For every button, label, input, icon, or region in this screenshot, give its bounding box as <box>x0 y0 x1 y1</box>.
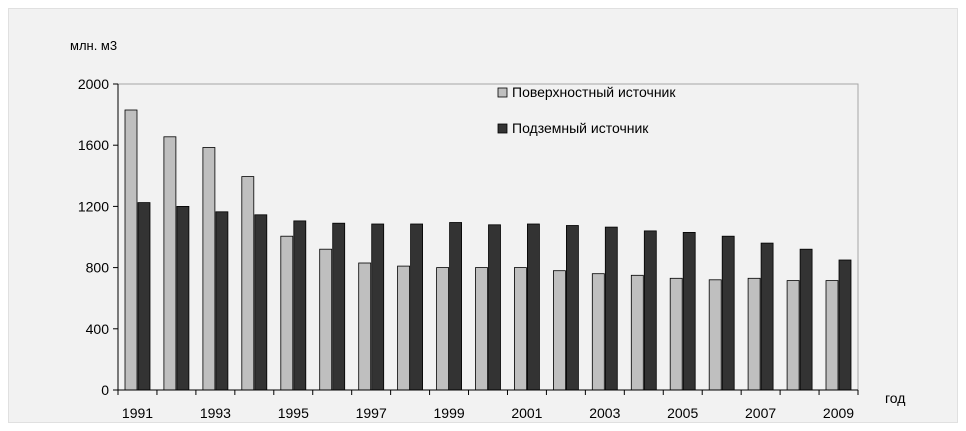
x-tick-label-2007: 2007 <box>745 405 776 421</box>
bar-underground-1993 <box>215 211 229 391</box>
bar-surface-1998 <box>397 265 411 391</box>
x-tick-label-1993: 1993 <box>200 405 231 421</box>
bar-surface-1993 <box>202 147 216 391</box>
bar-surface-1995 <box>280 235 294 391</box>
bar-surface-2007 <box>747 277 761 391</box>
bar-surface-1994 <box>241 176 255 391</box>
bar-underground-2009 <box>838 259 852 391</box>
bar-underground-2004 <box>643 230 657 391</box>
x-tick-label-1991: 1991 <box>122 405 153 421</box>
bar-underground-1998 <box>410 223 424 391</box>
bars-group <box>124 109 852 391</box>
bar-underground-2005 <box>682 231 696 391</box>
y-tick-label-400: 400 <box>86 321 110 337</box>
bar-surface-1996 <box>319 248 333 391</box>
bar-underground-1995 <box>293 220 307 391</box>
bar-underground-2008 <box>799 248 813 391</box>
x-tick-label-1995: 1995 <box>278 405 309 421</box>
y-tick-label-800: 800 <box>86 260 110 276</box>
axes-group: 0 400 800 1200 1600 2000 1991 1993 1995 1997 1999 2… <box>78 76 859 421</box>
bar-surface-1999 <box>436 267 450 391</box>
bar-underground-1992 <box>176 205 190 391</box>
x-axis-label: год <box>885 390 905 406</box>
bar-surface-1997 <box>358 262 372 391</box>
legend-swatch-surface <box>497 87 508 98</box>
y-tick-label-2000: 2000 <box>78 76 109 92</box>
bar-surface-2003 <box>591 273 605 391</box>
bar-underground-2003 <box>604 226 618 391</box>
plot-area <box>117 83 859 391</box>
bar-surface-2000 <box>475 267 488 391</box>
x-tick-label-2001: 2001 <box>511 405 542 421</box>
bar-underground-2002 <box>566 225 579 391</box>
bar-underground-1999 <box>449 222 463 391</box>
bar-surface-2005 <box>669 277 683 391</box>
bar-surface-2002 <box>553 270 566 391</box>
bar-underground-2001 <box>527 223 540 391</box>
x-tick-label-2005: 2005 <box>667 405 698 421</box>
bar-underground-2000 <box>488 224 501 391</box>
legend: Поверхностный источник Подземный источник <box>497 84 676 136</box>
bar-surface-1991 <box>124 109 138 391</box>
bar-surface-2004 <box>630 274 644 391</box>
bar-underground-2007 <box>760 242 774 391</box>
bar-underground-2006 <box>721 235 735 391</box>
x-tick-label-2009: 2009 <box>823 405 854 421</box>
bar-surface-2001 <box>514 267 527 391</box>
y-tick-label-1600: 1600 <box>78 137 109 153</box>
y-axis-label: млн. м3 <box>70 38 117 53</box>
bar-underground-1994 <box>254 214 268 391</box>
x-tick-label-1999: 1999 <box>434 405 465 421</box>
y-tick-label-0: 0 <box>101 382 109 398</box>
legend-label-underground: Подземный источник <box>512 120 649 136</box>
bar-surface-2006 <box>708 279 722 391</box>
x-tick-label-1997: 1997 <box>356 405 387 421</box>
bar-underground-1997 <box>371 223 385 391</box>
x-tick-label-2003: 2003 <box>589 405 620 421</box>
legend-swatch-underground <box>497 123 508 134</box>
y-tick-label-1200: 1200 <box>78 198 109 214</box>
bar-surface-1992 <box>163 136 177 391</box>
bar-surface-2009 <box>825 280 839 391</box>
bar-surface-2008 <box>786 280 800 391</box>
legend-label-surface: Поверхностный источник <box>512 84 676 100</box>
bar-underground-1996 <box>332 222 346 391</box>
bar-underground-1991 <box>137 202 151 391</box>
